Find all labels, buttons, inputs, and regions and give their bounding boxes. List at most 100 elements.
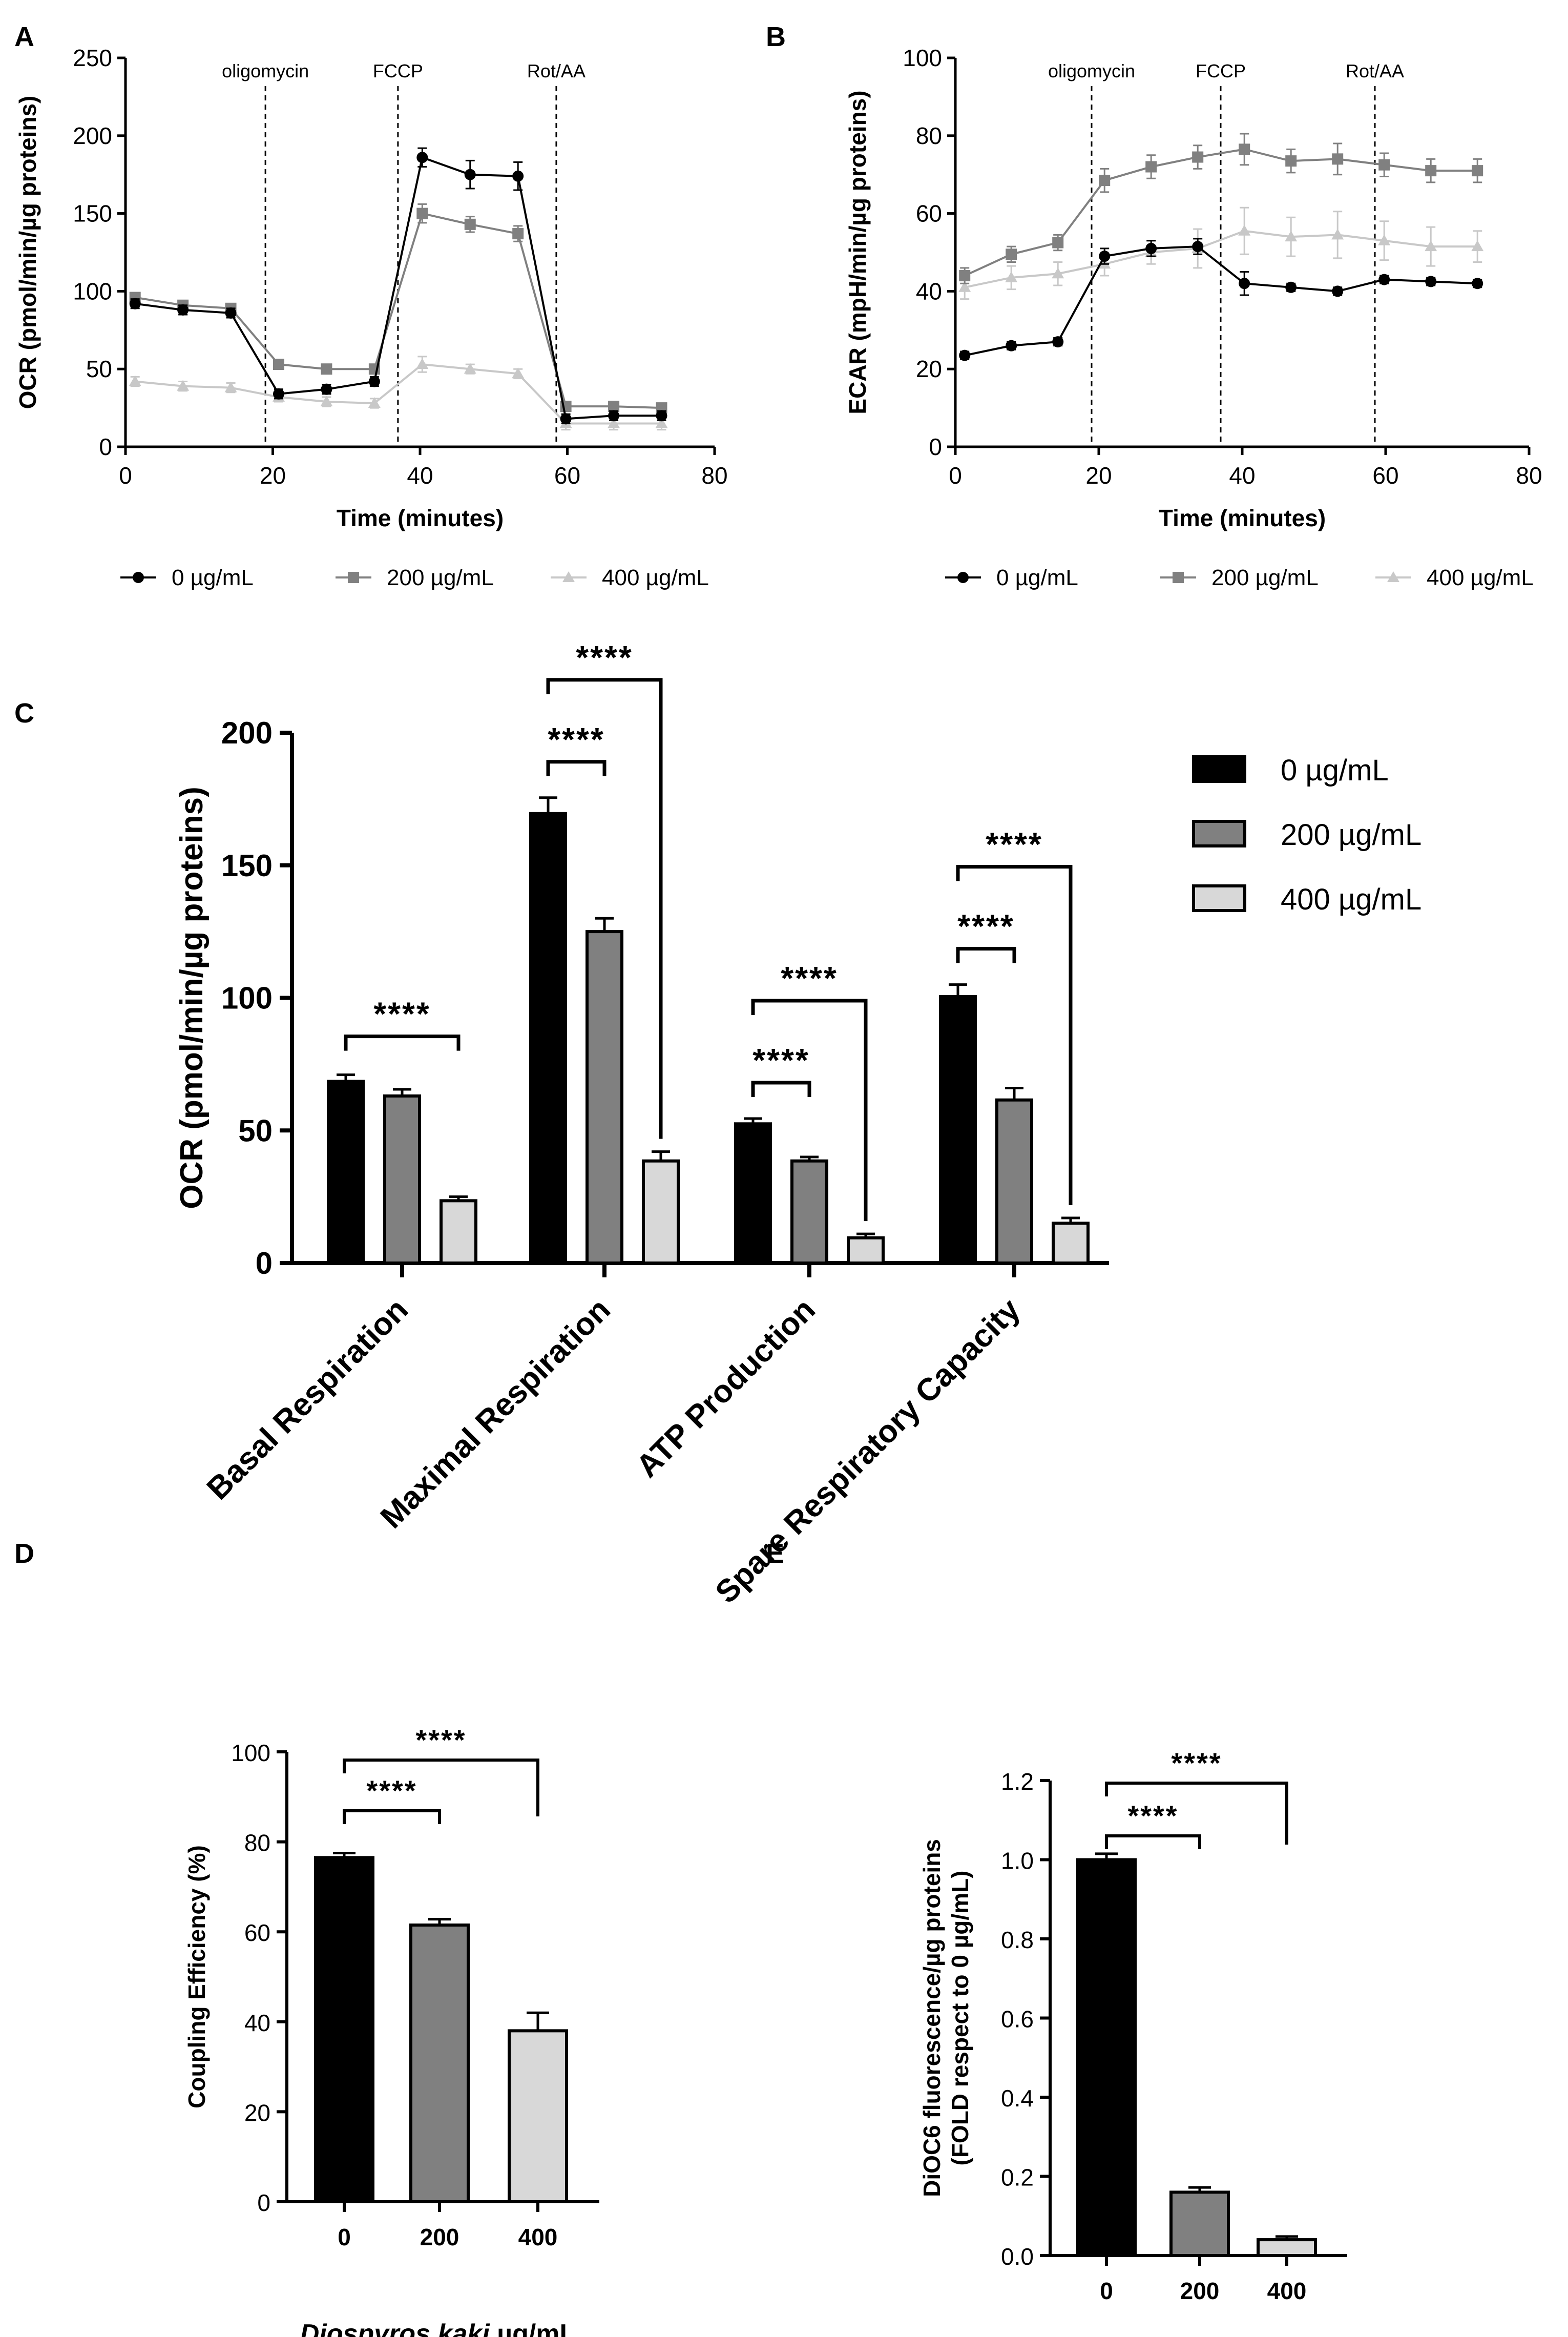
panel-a-data-point [512, 170, 524, 182]
panel-e-y-tick-label: 0.0 [1001, 2243, 1034, 2270]
panel-b-series-line-2 [964, 230, 1478, 288]
panel-e-x-tick-label: 0 [1100, 2278, 1113, 2304]
panel-b-data-point [1285, 281, 1297, 293]
panel-d-x-axis-title-italic: Diospyros kaki [300, 2319, 490, 2337]
panel-b-data-point [1006, 249, 1017, 260]
chart-panel-b: 0 20 40 60 80 100 0 20 40 60 80 oligomycin FCCP Rot/A… [844, 45, 1542, 590]
panel-a-x-tick-label: 0 [119, 462, 132, 489]
panel-a-data-point [321, 383, 332, 395]
panel-a-data-point [464, 363, 476, 374]
chart-panel-a: 0 50 100 150 200 250 0 20 40 60 80 oligomycin FCCP Ro… [14, 45, 728, 590]
panel-a-data-point [464, 169, 476, 180]
panel-e-significance-label: **** [1127, 1800, 1178, 1832]
panel-c-category-label: Maximal Respiration [374, 1292, 617, 1535]
panel-a-data-point [416, 208, 428, 219]
panel-e-significance-bracket [1105, 1782, 1288, 1845]
panel-a-x-tick-label: 60 [554, 462, 580, 489]
panel-c-category-label: Basal Respiration [200, 1292, 415, 1506]
panel-c-significance-bracket [751, 999, 868, 1222]
panel-e-y-tick-label: 1.2 [1001, 1768, 1034, 1795]
panel-a-series-line-2 [135, 363, 662, 425]
panel-e-significance-label: **** [1171, 1747, 1222, 1779]
panel-b-y-tick-label: 20 [916, 356, 942, 382]
panel-a-data-point [177, 380, 190, 391]
panel-c-bar [586, 930, 623, 1265]
panel-a-x-tick-label: 40 [407, 462, 433, 489]
panel-b-data-point [1378, 159, 1390, 171]
panel-b-data-point [958, 281, 971, 292]
panel-e-x-tick-label: 400 [1267, 2278, 1307, 2304]
panel-b-data-point [959, 270, 971, 282]
panel-b-data-point [1052, 267, 1064, 279]
panel-a-data-point [177, 304, 189, 316]
panel-b-data-point [1378, 274, 1390, 285]
panel-b-injection-label: oligomycin [1048, 60, 1135, 81]
panel-a-data-point [321, 363, 332, 375]
panel-a-legend-label: 400 µg/mL [602, 565, 709, 590]
panel-b-data-point [1052, 237, 1064, 249]
panel-c-significance-bracket [956, 865, 1073, 1206]
panel-b-x-tick-label: 20 [1085, 462, 1112, 489]
panel-e-y-tick-label: 1.0 [1001, 1848, 1034, 1874]
panel-a-data-point [273, 359, 284, 370]
panel-a-series-line-1 [135, 212, 662, 409]
panel-a-legend-marker [562, 571, 575, 582]
panel-e-y-axis-title-line2: (FOLD respect to 0 µg/mL) [947, 1871, 973, 2166]
panel-b-data-point [959, 349, 971, 361]
panel-a-injection-label: FCCP [373, 60, 423, 81]
panel-b-y-tick-label: 100 [903, 45, 942, 71]
panel-a-data-point [464, 218, 476, 230]
panel-c-y-tick-label: 100 [221, 981, 273, 1016]
panel-c-bar [939, 995, 977, 1265]
panel-a-injection-label: Rot/AA [527, 60, 586, 81]
panel-e-bar [1076, 1858, 1137, 2257]
panel-b-data-point [1099, 175, 1111, 187]
panel-a-data-point [224, 381, 237, 392]
panel-c-bar [734, 1122, 772, 1265]
panel-a-y-tick-label: 50 [86, 356, 112, 382]
panel-a-data-point [655, 417, 668, 428]
panel-b-data-point [1332, 285, 1344, 297]
panel-letter-d: D [14, 1538, 34, 1569]
panel-b-data-point [1472, 278, 1483, 289]
panel-b-data-point [1239, 143, 1250, 155]
panel-b-data-point [1145, 242, 1157, 254]
panel-c-bar [383, 1094, 421, 1265]
panel-a-data-point [608, 410, 620, 422]
panel-c-significance-label: **** [752, 1042, 810, 1079]
panel-c-significance-label: **** [548, 721, 605, 758]
panel-c-category-label: ATP Production [630, 1292, 822, 1484]
panel-b-legend-marker [1173, 572, 1184, 583]
panel-c-legend-label: 0 µg/mL [1281, 754, 1389, 787]
chart-panel-e: 0.0 0.2 0.4 0.6 0.8 1.0 1.2 0 200 400 **** **** DiOC… [918, 1747, 1347, 2304]
panel-e-y-axis-title: DiOC6 fluorescence/µg proteins [918, 1839, 945, 2197]
panel-d-y-tick-label: 20 [244, 2099, 270, 2126]
panel-c-significance-label: **** [781, 960, 838, 997]
panel-d-bar [508, 2029, 568, 2204]
panel-c-significance-bracket [956, 947, 1016, 963]
panel-b-data-point [1239, 278, 1250, 289]
panel-a-y-tick-label: 0 [99, 433, 112, 460]
panel-e-y-tick-label: 0.8 [1001, 1927, 1034, 1953]
panel-b-data-point [1238, 224, 1251, 236]
panel-c-significance-bracket [344, 1035, 461, 1051]
panel-a-data-point [368, 397, 381, 408]
panel-d-significance-bracket [343, 1809, 441, 1824]
panel-b-series-line-0 [964, 245, 1478, 357]
panel-a-data-point [512, 367, 525, 379]
panel-letter-c: C [14, 698, 34, 729]
panel-c-bar [790, 1159, 828, 1265]
panel-b-legend-marker [1387, 571, 1399, 582]
panel-d-y-tick-label: 60 [244, 1919, 270, 1946]
panel-letter-a: A [14, 22, 34, 52]
panel-b-data-point [1378, 234, 1391, 245]
panel-d-bar [409, 1924, 470, 2203]
panel-b-data-point [1425, 240, 1437, 252]
panel-c-y-tick-label: 200 [221, 716, 273, 750]
panel-b-data-point [1145, 161, 1157, 173]
panel-b-data-point [1285, 155, 1297, 167]
panel-b-data-point [1425, 165, 1437, 177]
chart-panel-d: 0 20 40 60 80 100 0 200 400 **** **** Coupling Effi… [183, 1724, 599, 2337]
panel-c-y-tick-label: 50 [238, 1113, 273, 1148]
